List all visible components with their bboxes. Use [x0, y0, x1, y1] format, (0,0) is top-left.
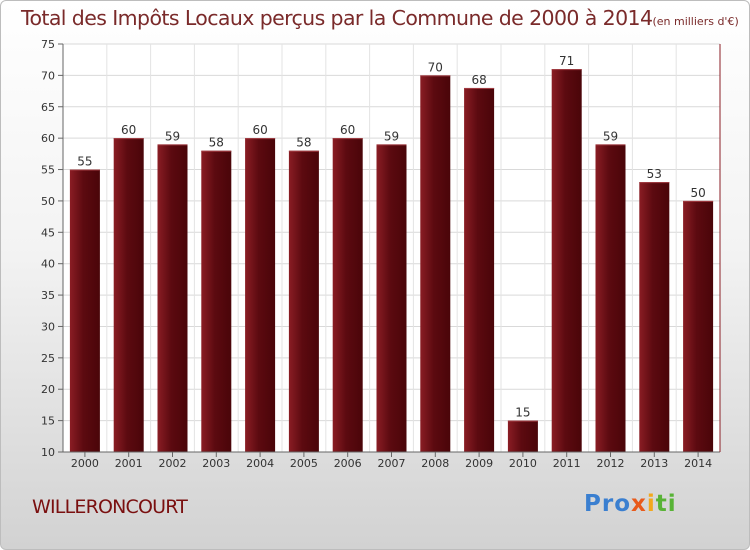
value-label-2008: 70 [428, 60, 443, 74]
value-label-2010: 15 [515, 406, 530, 420]
y-tick-label: 40 [41, 258, 55, 271]
value-label-2005: 58 [296, 136, 311, 150]
x-tick-label-2014: 2014 [684, 457, 712, 470]
logo-part-2: x [631, 491, 647, 517]
chart-title-text: Total des Impôts Locaux perçus par la Co… [21, 6, 653, 30]
x-tick-label-2004: 2004 [246, 457, 274, 470]
y-tick-label: 15 [41, 415, 55, 428]
bar-2008 [420, 75, 451, 452]
y-tick-label: 25 [41, 352, 55, 365]
x-tick-label-2006: 2006 [334, 457, 362, 470]
value-label-2004: 60 [252, 123, 267, 137]
x-tick-label-2011: 2011 [553, 457, 581, 470]
x-tick-label-2008: 2008 [421, 457, 449, 470]
chart-title: Total des Impôts Locaux perçus par la Co… [21, 6, 739, 30]
value-label-2006: 60 [340, 123, 355, 137]
y-tick-label: 30 [41, 320, 55, 333]
bar-2012 [595, 144, 626, 452]
bar-2004 [245, 138, 276, 452]
value-label-2009: 68 [471, 73, 486, 87]
chart-unit-note: (en milliers d'€) [652, 15, 739, 28]
value-label-2001: 60 [121, 123, 136, 137]
value-label-2000: 55 [77, 155, 92, 169]
bar-2013 [639, 182, 670, 453]
bar-2001 [113, 138, 144, 452]
x-tick-label-2012: 2012 [597, 457, 625, 470]
value-label-2012: 59 [603, 129, 618, 143]
x-tick-label-2005: 2005 [290, 457, 318, 470]
x-tick-label-2000: 2000 [71, 457, 99, 470]
value-label-2007: 59 [384, 129, 399, 143]
logo-part-1: Pro [584, 491, 632, 517]
y-tick-label: 65 [41, 101, 55, 114]
x-tick-label-2002: 2002 [159, 457, 187, 470]
value-label-2002: 59 [165, 129, 180, 143]
value-label-2003: 58 [209, 136, 224, 150]
bar-2007 [376, 144, 407, 452]
value-label-2013: 53 [647, 167, 662, 181]
y-tick-label: 60 [41, 132, 55, 145]
bar-2010 [507, 420, 538, 452]
bar-2014 [683, 200, 714, 452]
y-tick-label: 10 [41, 446, 55, 459]
y-tick-label: 70 [41, 69, 55, 82]
y-tick-label: 50 [41, 195, 55, 208]
logo-part-4: ti [655, 491, 677, 517]
commune-name: WILLERONCOURT [32, 496, 188, 518]
x-tick-label-2009: 2009 [465, 457, 493, 470]
x-tick-label-2010: 2010 [509, 457, 537, 470]
proxiti-logo: Proxiti [584, 491, 677, 517]
y-tick-label: 75 [41, 38, 55, 51]
x-tick-label-2001: 2001 [115, 457, 143, 470]
x-tick-label-2003: 2003 [202, 457, 230, 470]
y-tick-label: 45 [41, 226, 55, 239]
bar-2006 [332, 138, 363, 452]
bar-2003 [201, 150, 232, 452]
logo-part-3: i [646, 491, 656, 517]
x-tick-label-2013: 2013 [640, 457, 668, 470]
bar-2002 [157, 144, 188, 452]
bar-2009 [464, 87, 495, 452]
y-tick-label: 55 [41, 164, 55, 177]
bar-2005 [288, 150, 319, 452]
value-label-2014: 50 [690, 186, 705, 200]
x-tick-label-2007: 2007 [378, 457, 406, 470]
bar-2011 [551, 69, 582, 452]
y-tick-label: 20 [41, 383, 55, 396]
bar-2000 [69, 169, 100, 453]
y-tick-label: 35 [41, 289, 55, 302]
value-label-2011: 71 [559, 54, 574, 68]
